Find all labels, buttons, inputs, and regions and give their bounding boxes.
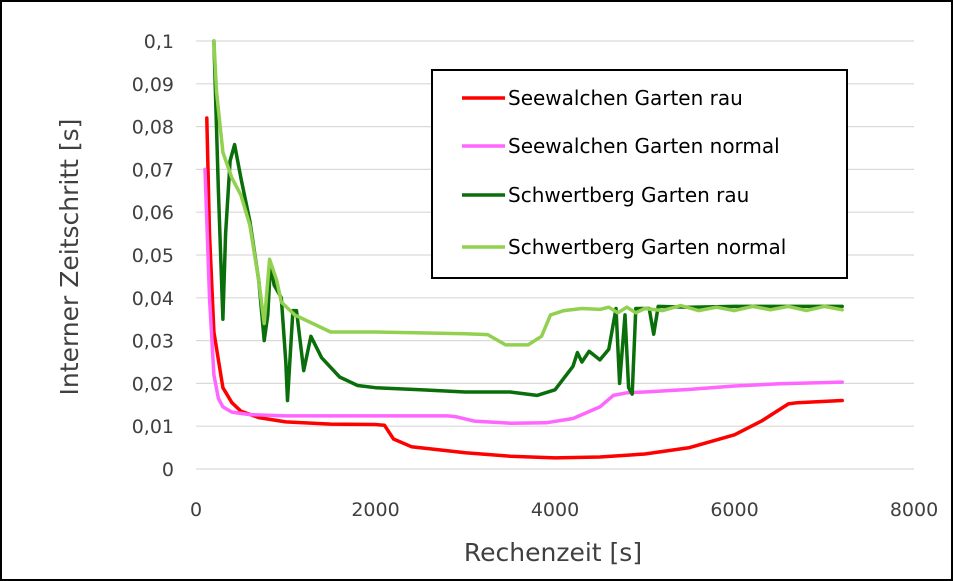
x-tick-label: 4000: [531, 499, 579, 521]
y-tick-label: 0,1: [144, 31, 174, 53]
series-line: [203, 167, 844, 425]
legend-label: Schwertberg Garten rau: [508, 183, 749, 207]
x-axis-title: Rechenzeit [s]: [464, 538, 642, 567]
series-line: [212, 39, 844, 347]
y-tick-label: 0,05: [132, 245, 174, 267]
series-lines: [203, 39, 844, 460]
y-tick-label: 0,03: [132, 331, 174, 353]
y-tick-labels: 0 0,01 0,02 0,03 0,04 0,05 0,06 0,07 0,08 0,09 0,1: [132, 31, 174, 481]
legend-label: Seewalchen Garten normal: [508, 134, 780, 158]
y-tick-label: 0,06: [132, 202, 174, 224]
y-tick-label: 0,01: [132, 416, 174, 438]
series-line: [205, 116, 844, 460]
y-tick-label: 0,02: [132, 373, 174, 395]
x-tick-label: 6000: [710, 499, 758, 521]
x-tick-label: 2000: [351, 499, 399, 521]
x-tick-label: 0: [190, 499, 202, 521]
legend-label: Seewalchen Garten rau: [508, 86, 743, 110]
legend-box: [431, 69, 848, 279]
x-tick-label: 8000: [890, 499, 938, 521]
x-tick-labels: 0 2000 4000 6000 8000: [190, 499, 938, 521]
y-tick-label: 0,08: [132, 117, 174, 139]
y-axis-title: Interner Zeitschritt [s]: [55, 119, 84, 396]
y-tick-label: 0,04: [132, 288, 174, 310]
legend: Seewalchen Garten rau Seewalchen Garten n…: [431, 69, 848, 279]
legend-label: Schwertberg Garten normal: [508, 235, 786, 259]
y-tick-label: 0,09: [132, 74, 174, 96]
y-tick-label: 0: [162, 459, 174, 481]
y-tick-label: 0,07: [132, 159, 174, 181]
